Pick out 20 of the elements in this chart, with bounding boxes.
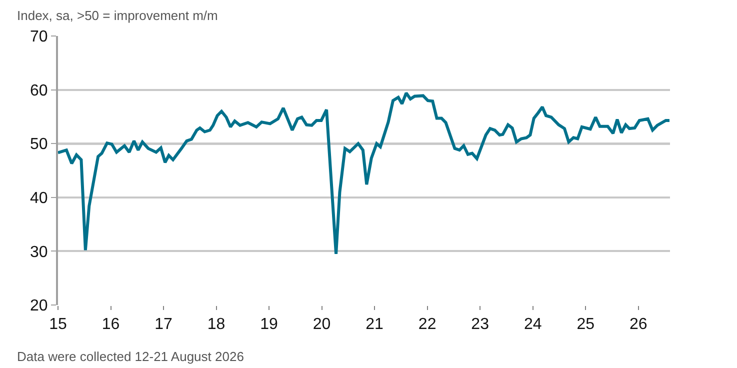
y-tick-label: 40 [30,190,48,207]
y-tick-label: 20 [30,298,48,315]
x-tick-label: 23 [471,316,490,334]
text: Data were collected 12-21 August 2026 [17,349,244,364]
x-tick-label: 16 [102,316,120,334]
x-tick-label: 24 [524,316,542,334]
x-tick-label: 21 [366,316,384,334]
y-tick-label: 30 [30,244,48,261]
x-tick-label: 19 [260,316,278,334]
x-tick-label: 25 [576,316,595,334]
x-tick-label: 15 [49,316,67,334]
x-tick-label: 18 [207,316,226,334]
x-tick-label: 26 [629,316,648,334]
x-tick-label: 17 [154,316,173,334]
y-tick-label: 70 [30,28,48,46]
x-tick-label: 22 [418,316,436,334]
chart-subtitle: Index, sa, >50 = improvement m/m [17,8,218,23]
x-tick-label: 20 [312,316,331,334]
y-tick-label: 50 [30,136,48,154]
y-tick-label: 60 [30,82,48,100]
